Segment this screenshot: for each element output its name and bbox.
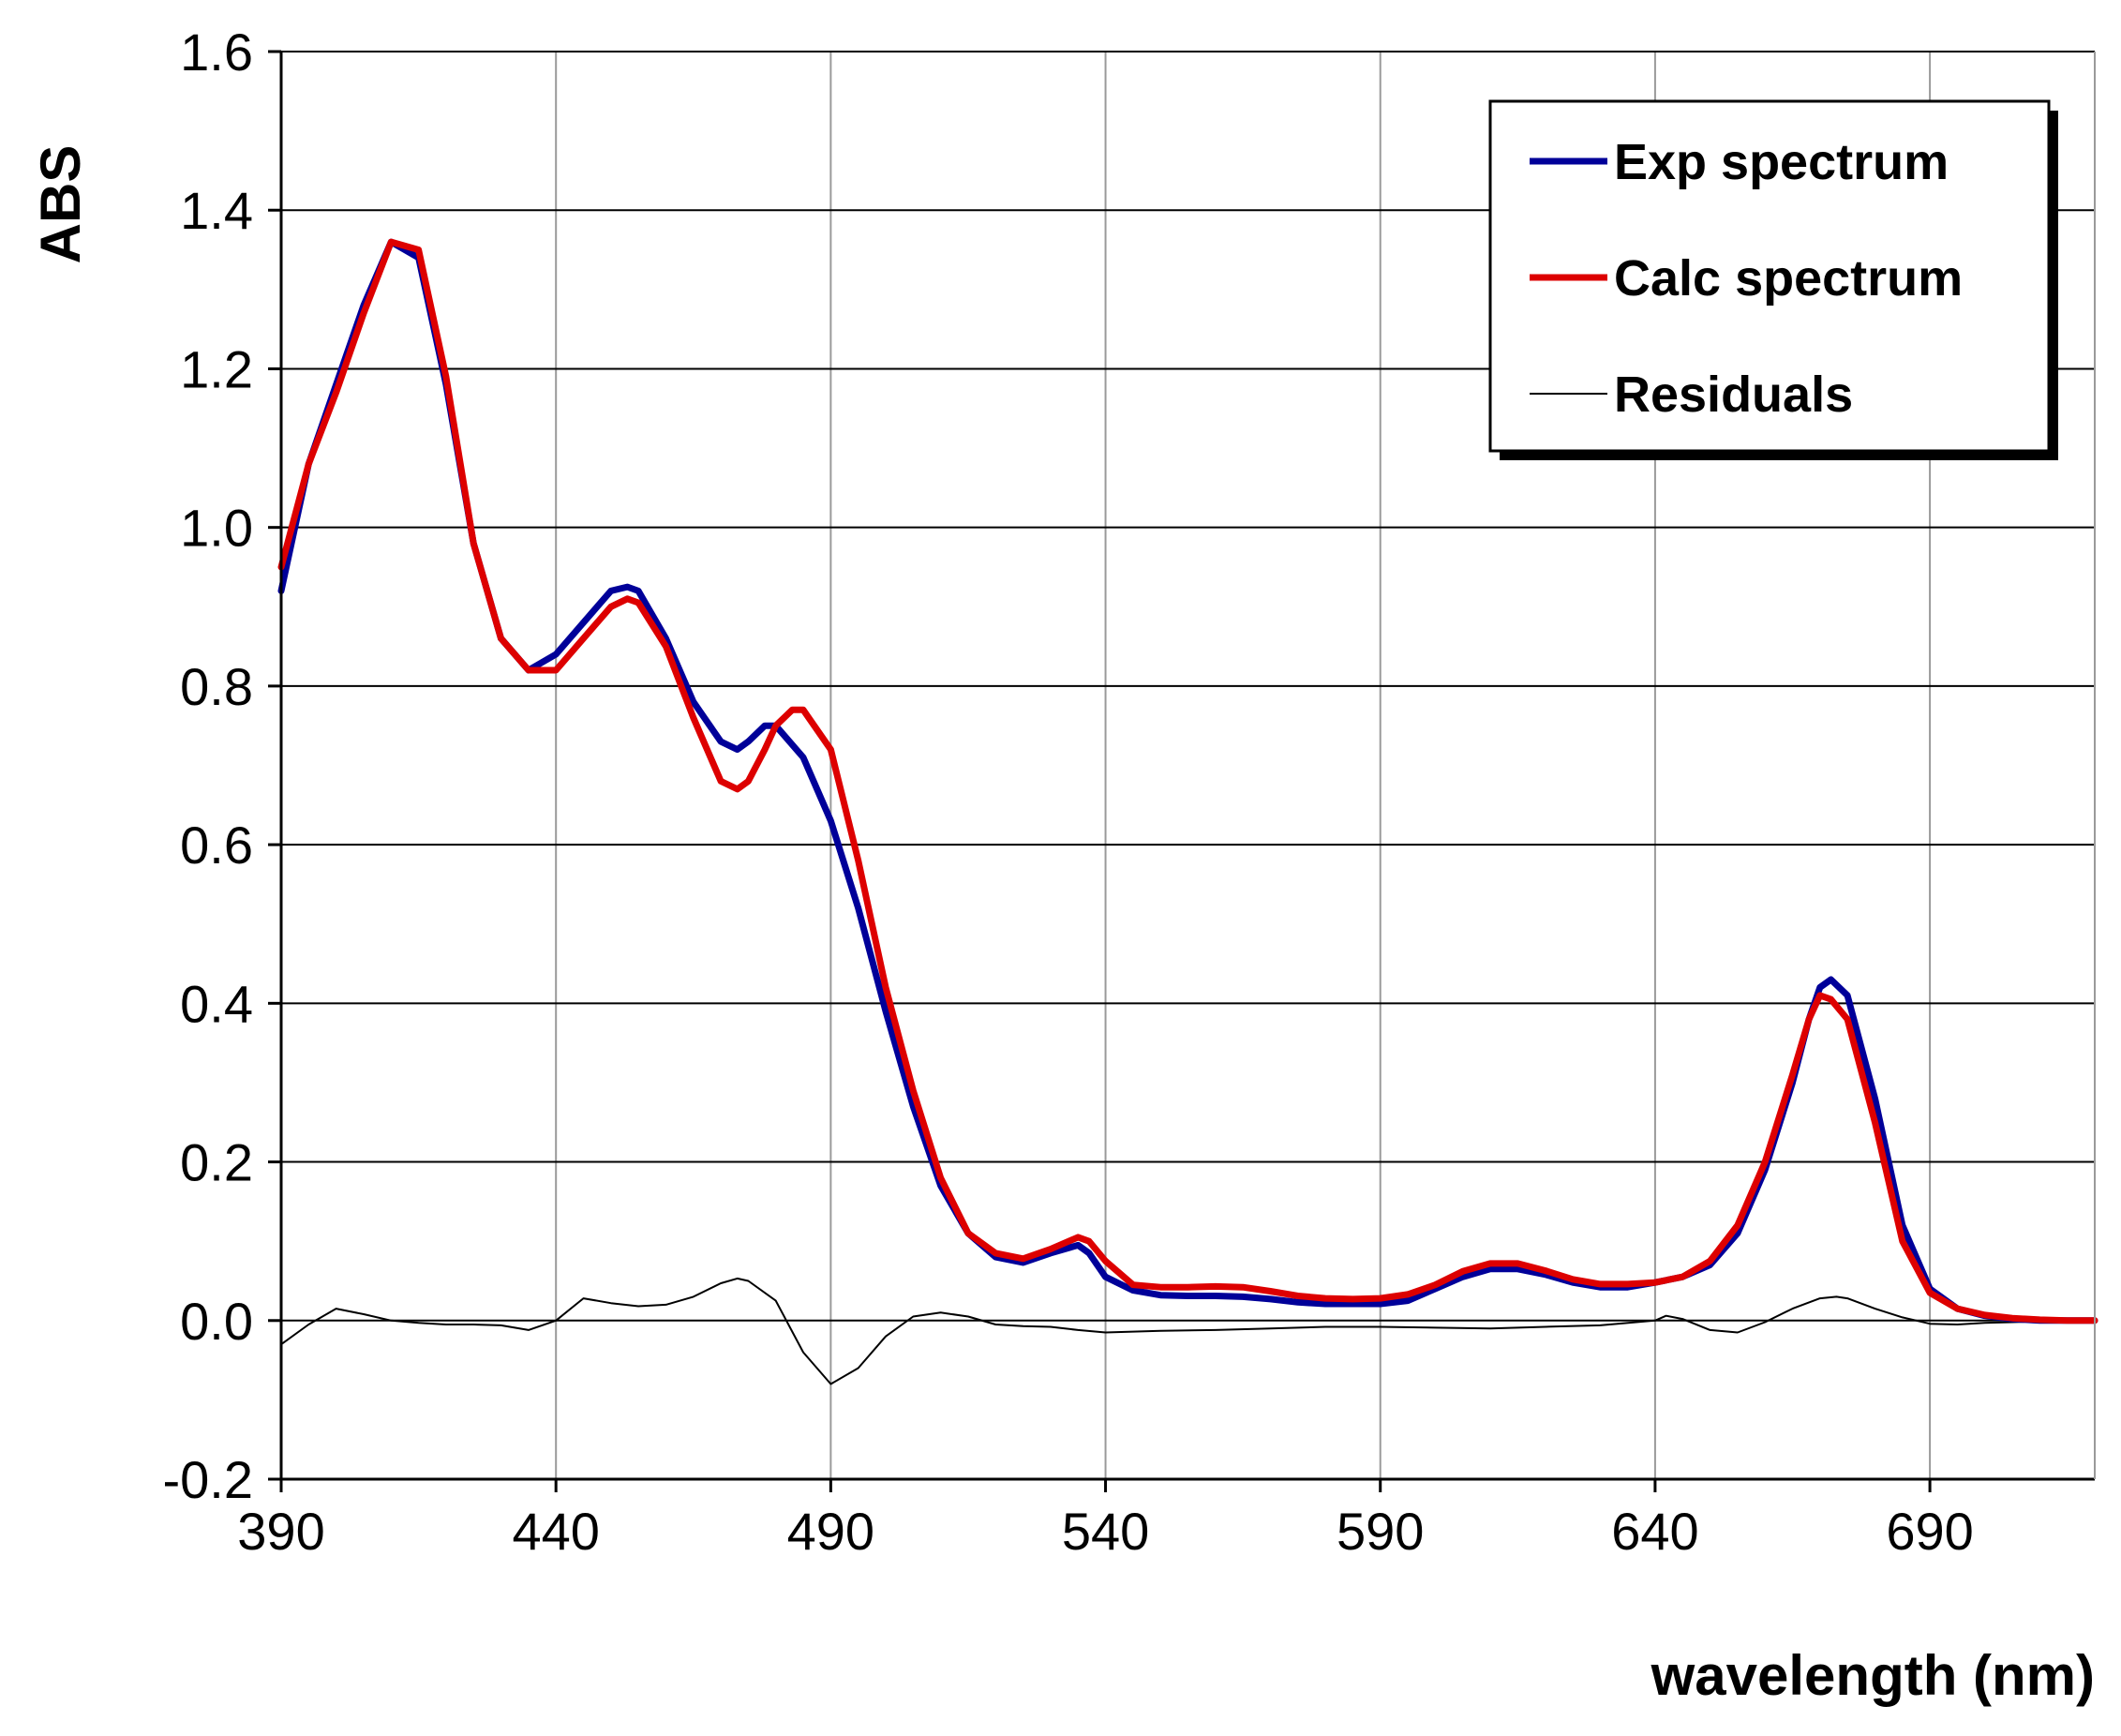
x-axis-ticks: 390 440 490 540 590 640 690 [237,1479,1974,1561]
y-axis-ticks: -0.2 0.0 0.2 0.4 0.6 0.8 1.0 1.2 1.4 1.6 [163,22,281,1509]
x-tick-label: 540 [1062,1502,1149,1561]
x-tick-label: 590 [1337,1502,1424,1561]
y-tick-label: 0.8 [180,657,253,716]
y-tick-label: 0.6 [180,816,253,875]
legend: Exp spectrum Calc spectrum Residuals [1488,99,2058,460]
y-tick-label: 0.0 [180,1292,253,1351]
y-tick-label: 0.4 [180,974,253,1033]
y-tick-label: 1.2 [180,339,253,398]
series-line-calc-spectrum [277,238,2099,1324]
series-layer [277,238,2099,1385]
legend-label-exp-spectrum: Exp spectrum [1614,134,1949,190]
x-tick-label: 690 [1886,1502,1973,1561]
x-tick-label: 640 [1611,1502,1698,1561]
y-tick-label: 1.4 [180,181,253,240]
legend-label-residuals: Residuals [1614,367,1853,423]
axes [279,52,2096,1481]
y-tick-label: 0.2 [180,1133,253,1192]
x-tick-label: 490 [787,1502,874,1561]
legend-label-calc-spectrum: Calc spectrum [1614,250,1963,307]
y-tick-label: 1.6 [180,22,253,82]
y-axis-label: ABS [29,145,92,264]
x-tick-label: 440 [512,1502,599,1561]
series-line-residuals [280,1277,2096,1385]
x-tick-label: 390 [237,1502,324,1561]
x-axis-label: wavelength (nm) [1650,1644,2095,1707]
y-tick-label: 1.0 [180,499,253,558]
y-tick-label: -0.2 [163,1450,254,1509]
